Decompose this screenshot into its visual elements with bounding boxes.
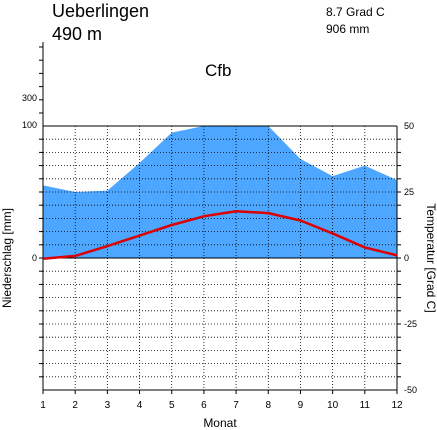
- x-tick-label: 3: [105, 400, 111, 411]
- left-axis-label: Niederschlag [mm]: [0, 208, 14, 308]
- right-tick-label: -50: [404, 385, 417, 395]
- x-tick-label: 1: [40, 400, 46, 411]
- x-tick-label: 8: [265, 400, 271, 411]
- temperature-line: [42, 210, 398, 261]
- station-elevation: 490 m: [52, 24, 102, 44]
- left-tick-label: 100: [22, 120, 37, 130]
- station-name: Ueberlingen: [52, 1, 149, 21]
- x-tick-label: 2: [72, 400, 78, 411]
- left-tick-label: 300: [22, 93, 37, 103]
- right-tick-label: 0: [404, 253, 409, 263]
- x-tick-label: 7: [233, 400, 239, 411]
- annual-precipitation: 906 mm: [326, 22, 369, 36]
- axis-layer: [39, 42, 401, 394]
- right-tick-label: 25: [404, 187, 414, 197]
- right-tick-label: 50: [404, 121, 414, 131]
- x-axis-label: Monat: [203, 416, 237, 430]
- temperature-line-layer: [42, 210, 398, 261]
- mean-temperature: 8.7 Grad C: [326, 5, 385, 19]
- x-tick-label: 12: [391, 400, 403, 411]
- x-tick-label: 11: [360, 400, 371, 411]
- right-axis-label: Temperatur [Grad C]: [424, 203, 437, 312]
- right-tick-label: -25: [404, 319, 417, 329]
- x-tick-label: 4: [137, 400, 143, 411]
- x-tick-label: 9: [298, 400, 304, 411]
- x-tick-label: 5: [169, 400, 175, 411]
- climate-class: Cfb: [205, 61, 231, 80]
- x-tick-label: 10: [327, 400, 339, 411]
- left-tick-label: 0: [32, 253, 37, 263]
- x-tick-label: 6: [201, 400, 207, 411]
